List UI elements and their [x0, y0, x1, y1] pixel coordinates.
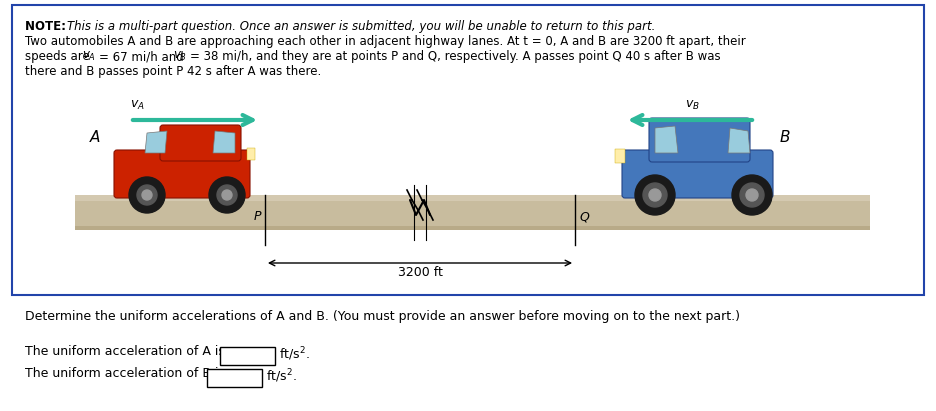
Text: NOTE:: NOTE: [25, 20, 70, 33]
Text: The uniform acceleration of B is: The uniform acceleration of B is [25, 367, 225, 380]
Circle shape [732, 175, 772, 215]
Text: $v_B$: $v_B$ [685, 99, 700, 112]
Bar [615, 149, 625, 163]
Text: speeds are: speeds are [25, 50, 94, 63]
Polygon shape [655, 126, 678, 153]
Text: $v_A$: $v_A$ [130, 99, 145, 112]
Text: P: P [254, 210, 261, 223]
Circle shape [137, 185, 157, 205]
Bar [247, 148, 255, 160]
Text: = 38 mi/h, and they are at points P and Q, respectively. A passes point Q 40 s a: = 38 mi/h, and they are at points P and … [190, 50, 721, 63]
Circle shape [142, 190, 152, 200]
Polygon shape [145, 131, 167, 153]
Circle shape [635, 175, 675, 215]
Text: $v_A$: $v_A$ [82, 50, 96, 63]
FancyBboxPatch shape [649, 118, 750, 162]
Text: 3200 ft: 3200 ft [398, 266, 443, 279]
Text: Q: Q [579, 210, 589, 223]
FancyBboxPatch shape [160, 125, 241, 161]
Text: This is a multi-part question. Once an answer is submitted, you will be unable t: This is a multi-part question. Once an a… [67, 20, 655, 33]
Bar [75, 195, 870, 201]
FancyBboxPatch shape [622, 150, 773, 198]
Text: Determine the uniform accelerations of A and B. (You must provide an answer befo: Determine the uniform accelerations of A… [25, 310, 740, 323]
Circle shape [217, 185, 237, 205]
Bar [220, 347, 275, 365]
Text: $v_B$: $v_B$ [173, 50, 187, 63]
Text: B: B [780, 130, 791, 145]
Text: there and B passes point P 42 s after A was there.: there and B passes point P 42 s after A … [25, 65, 321, 78]
Circle shape [129, 177, 165, 213]
FancyBboxPatch shape [114, 150, 250, 198]
Bar [12, 5, 924, 295]
Circle shape [740, 183, 764, 207]
Text: ft/s$^2$.: ft/s$^2$. [279, 345, 310, 363]
Circle shape [649, 189, 661, 201]
Text: Two automobiles A and B are approaching each other in adjacent highway lanes. At: Two automobiles A and B are approaching … [25, 35, 746, 48]
Polygon shape [728, 128, 750, 153]
Text: A: A [90, 130, 100, 145]
Bar [75, 226, 870, 230]
Bar [75, 195, 870, 230]
Text: The uniform acceleration of A is –: The uniform acceleration of A is – [25, 345, 235, 358]
Circle shape [643, 183, 667, 207]
Circle shape [746, 189, 758, 201]
Polygon shape [213, 131, 235, 153]
Bar [207, 369, 262, 387]
Circle shape [222, 190, 232, 200]
Circle shape [209, 177, 245, 213]
Text: ft/s$^2$.: ft/s$^2$. [266, 367, 297, 385]
Text: = 67 mi/h and: = 67 mi/h and [99, 50, 187, 63]
